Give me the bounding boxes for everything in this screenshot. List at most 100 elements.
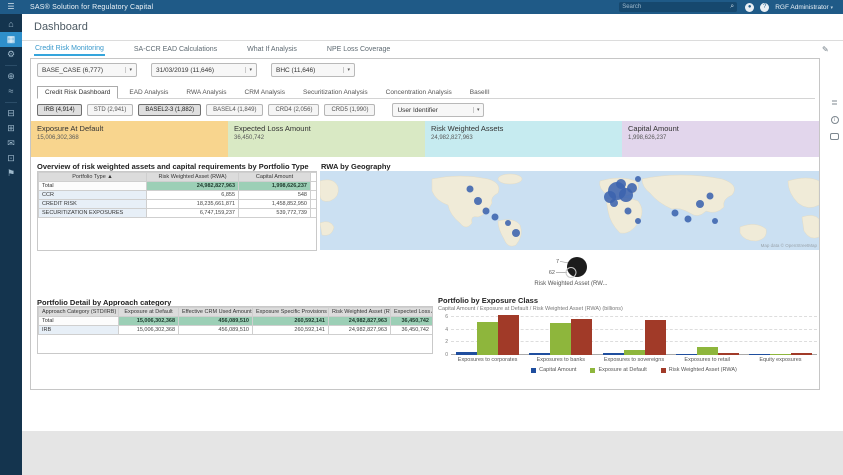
sidebar-item-messages-icon[interactable]: ✉ [7, 138, 15, 148]
bar-risk-weighted-asset-rwa-[interactable] [790, 353, 812, 355]
sidebar-item-reports-icon[interactable]: ≈ [8, 86, 14, 96]
geo-bubble[interactable] [671, 209, 679, 217]
geo-bubble[interactable] [635, 176, 641, 182]
toggle-std[interactable]: STD (2,941) [86, 104, 134, 116]
tab-sa-ccr-ead-calculations[interactable]: SA-CCR EAD Calculations [133, 46, 218, 53]
bar-risk-weighted-asset-rwa-[interactable] [498, 314, 520, 355]
geo-title: RWA by Geography [321, 162, 391, 171]
sidebar-item-lineage-icon[interactable]: ⊟ [7, 108, 15, 118]
subtab-securitization-analysis[interactable]: Securitization Analysis [303, 89, 368, 96]
notifications-icon[interactable]: ● [745, 2, 755, 12]
bar-capital-amount[interactable] [529, 353, 551, 355]
search-icon[interactable]: ⌕ [730, 3, 735, 10]
kpi-tile-exposure-at-default[interactable]: Exposure At Default 15,006,302,368 [31, 121, 228, 157]
subtab-crm-analysis[interactable]: CRM Analysis [244, 89, 285, 96]
subtab-ead-analysis[interactable]: EAD Analysis [129, 89, 169, 96]
toggle-crd4[interactable]: CRD4 (2,056) [268, 104, 320, 116]
sidebar-item-explore-icon[interactable]: ⊕ [7, 71, 15, 81]
geo-bubble[interactable] [684, 215, 692, 223]
bar-risk-weighted-asset-rwa-[interactable] [571, 319, 593, 355]
filter-select-2[interactable]: BHC (11,646) ▾ [271, 63, 355, 77]
sidebar-item-dashboard-icon[interactable]: ▦ [0, 32, 22, 47]
geo-bubble[interactable] [491, 213, 499, 221]
toggle-irb[interactable]: IRB (4,914) [37, 104, 82, 116]
geo-bubble[interactable] [466, 185, 474, 193]
column-header[interactable]: Exposure at Default [118, 307, 179, 317]
column-header[interactable]: Capital Amount [238, 172, 311, 182]
geo-bubble[interactable] [505, 220, 511, 226]
bar-risk-weighted-asset-rwa-[interactable] [644, 320, 666, 355]
subtab-rwa-analysis[interactable]: RWA Analysis [186, 89, 227, 96]
help-icon[interactable]: ? [760, 2, 770, 12]
sidebar-item-home-icon[interactable]: ⌂ [8, 19, 14, 29]
bar-exposure-at-default[interactable] [623, 349, 645, 355]
edit-report-icon[interactable]: ✎ [822, 45, 829, 54]
tab-what-if-analysis[interactable]: What If Analysis [247, 46, 297, 53]
geo-bubble[interactable] [627, 183, 637, 193]
hamburger-menu-icon[interactable]: ☰ [7, 2, 15, 11]
geo-bubble[interactable] [712, 218, 718, 224]
filter-select-1[interactable]: 31/03/2019 (11,646) ▾ [151, 63, 257, 77]
tab-credit-risk-monitoring[interactable]: Credit Risk Monitoring [34, 43, 105, 56]
sidebar-item-settings-icon[interactable]: ⚙ [6, 49, 16, 59]
geo-bubble[interactable] [482, 207, 490, 215]
toggle-basel2-3[interactable]: BASEL2-3 (1,882) [138, 104, 202, 116]
column-header[interactable]: Exposure Specific Provisions [252, 307, 329, 317]
table-row[interactable]: Total 24,982,827,963 1,998,626,237 [38, 181, 316, 191]
comment-icon[interactable] [830, 133, 839, 140]
geo-bubble[interactable] [635, 218, 641, 224]
bar-capital-amount[interactable] [675, 354, 697, 355]
kpi-tile-risk-weighted-assets[interactable]: Risk Weighted Assets 24,982,827,963 [425, 121, 622, 157]
user-identifier-select[interactable]: User Identifier ▾ [392, 103, 485, 117]
table-row[interactable]: CREDIT RISK 18,235,661,871 1,458,852,950 [38, 199, 316, 209]
geo-bubble[interactable] [616, 179, 626, 189]
table-row[interactable]: SECURITIZATION EXPOSURES 6,747,159,237 539… [38, 208, 316, 218]
tab-npe-loss-coverage[interactable]: NPE Loss Coverage [326, 46, 391, 53]
column-header[interactable]: Approach Category (STD/IRB) ▲ [38, 307, 119, 317]
subtab-concentration-analysis[interactable]: Concentration Analysis [385, 89, 452, 96]
expand-panel-icon[interactable]: ≣ [831, 98, 838, 107]
geo-bubble[interactable] [624, 207, 632, 215]
geo-bubble[interactable] [512, 229, 520, 237]
toggle-crd5[interactable]: CRD5 (1,990) [324, 104, 376, 116]
overview-table[interactable]: Portfolio Type ▲ Risk Weighted Asset (RWA… [37, 171, 317, 251]
subtab-credit-risk-dashboard[interactable]: Credit Risk Dashboard [37, 86, 119, 99]
sidebar-item-projects-icon[interactable]: ⊡ [7, 153, 15, 163]
info-icon[interactable]: i [830, 116, 839, 124]
column-header[interactable]: Portfolio Type ▲ [38, 172, 147, 182]
toggle-basel4[interactable]: BASEL4 (1,849) [206, 104, 264, 116]
bar-capital-amount[interactable] [456, 352, 478, 355]
user-menu[interactable]: RGF Administrator ▾ [775, 3, 833, 11]
column-header[interactable]: Expected Loss Amount [390, 307, 432, 317]
table-cell: 539,772,739 [238, 208, 311, 218]
search-input[interactable]: Search ⌕ [619, 2, 738, 12]
filter-select-0[interactable]: BASE_CASE (6,777) ▾ [37, 63, 137, 77]
bar-exposure-at-default[interactable] [550, 322, 572, 355]
bar-risk-weighted-asset-rwa-[interactable] [717, 353, 739, 355]
geo-bubble[interactable] [610, 199, 618, 207]
kpi-tile-expected-loss-amount[interactable]: Expected Loss Amount 36,450,742 [228, 121, 425, 157]
column-header[interactable]: Risk Weighted Asset (RWA) [328, 307, 391, 317]
bar-exposure-at-default[interactable] [477, 321, 499, 355]
bar-exposure-at-default[interactable] [769, 354, 791, 355]
bar-exposure-at-default[interactable] [696, 347, 718, 355]
bar-capital-amount[interactable] [602, 353, 624, 355]
legend-item: Risk Weighted Asset (RWA) [660, 367, 737, 373]
table-row[interactable]: CCR 6,855 548 [38, 190, 316, 200]
bar-capital-amount[interactable] [748, 354, 770, 355]
kpi-tile-capital-amount[interactable]: Capital Amount 1,998,626,237 [622, 121, 819, 157]
geo-bubble[interactable] [696, 200, 704, 208]
table-row[interactable]: IRB 15,006,302,368 456,089,510 260,592,141 2… [38, 325, 432, 335]
subtab-baselii[interactable]: BaselII [469, 89, 490, 96]
table-row[interactable]: Total 15,006,302,368 456,089,510 260,592,14… [38, 316, 432, 326]
exposure-class-chart[interactable]: 0 2 4 6 [445, 313, 817, 358]
column-header[interactable]: Effective CRM Used Amount [178, 307, 253, 317]
geo-map[interactable] [320, 171, 819, 250]
bubble-legend-caption: Risk Weighted Asset (RW... [534, 281, 608, 287]
geo-bubble[interactable] [706, 192, 714, 200]
sidebar-item-library-icon[interactable]: ⊞ [7, 123, 15, 133]
sidebar-item-workbench-icon[interactable]: ⚑ [6, 168, 16, 178]
geo-bubble[interactable] [474, 197, 482, 205]
column-header[interactable]: Risk Weighted Asset (RWA) [146, 172, 239, 182]
detail-table[interactable]: Approach Category (STD/IRB) ▲ Exposure at… [37, 306, 433, 354]
